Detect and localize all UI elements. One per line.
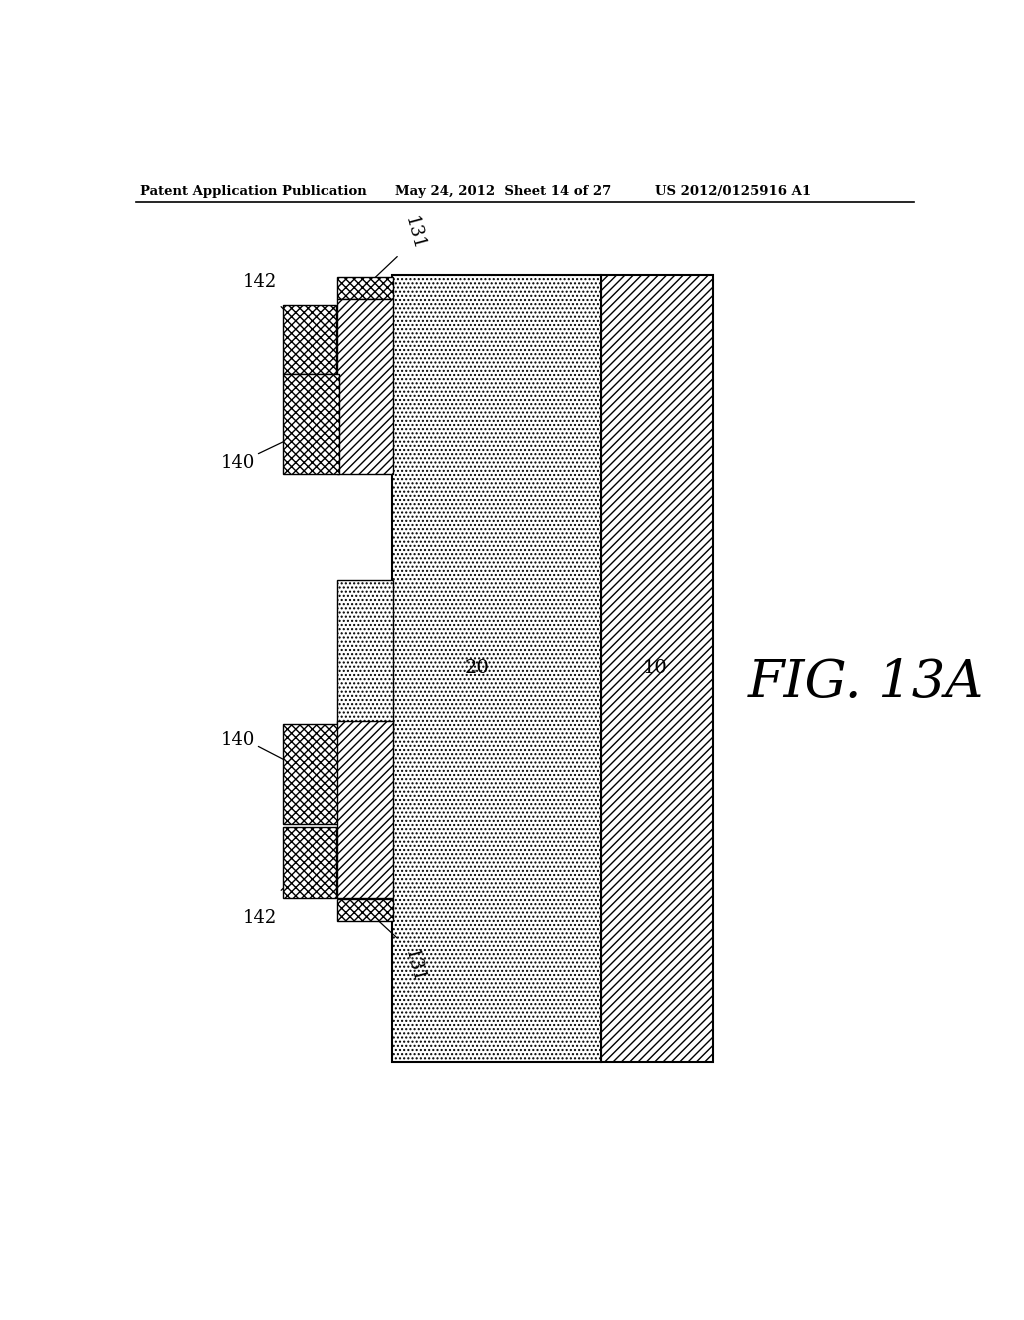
Bar — [283, 725, 339, 825]
Text: 140: 140 — [221, 454, 255, 471]
Bar — [337, 277, 393, 298]
Bar — [337, 581, 393, 734]
Text: 140: 140 — [221, 731, 255, 748]
Bar — [337, 899, 393, 921]
Text: FIG. 13A: FIG. 13A — [748, 656, 984, 708]
Text: 142: 142 — [243, 273, 276, 290]
Bar — [283, 305, 336, 374]
Text: 131: 131 — [400, 214, 427, 252]
Bar — [283, 374, 339, 474]
Bar — [391, 276, 601, 1061]
Text: 132: 132 — [341, 793, 358, 825]
Text: 142: 142 — [243, 909, 276, 927]
Bar — [601, 276, 713, 1061]
Text: US 2012/0125916 A1: US 2012/0125916 A1 — [655, 185, 811, 198]
Bar — [337, 721, 393, 898]
Text: 132: 132 — [341, 378, 358, 409]
Bar — [337, 298, 393, 474]
Text: 131: 131 — [400, 948, 427, 986]
Text: 136: 136 — [341, 644, 358, 676]
Bar — [283, 826, 336, 898]
Text: 20: 20 — [464, 659, 489, 677]
Text: Patent Application Publication: Patent Application Publication — [139, 185, 367, 198]
Text: 10: 10 — [643, 659, 668, 677]
Text: May 24, 2012  Sheet 14 of 27: May 24, 2012 Sheet 14 of 27 — [395, 185, 611, 198]
